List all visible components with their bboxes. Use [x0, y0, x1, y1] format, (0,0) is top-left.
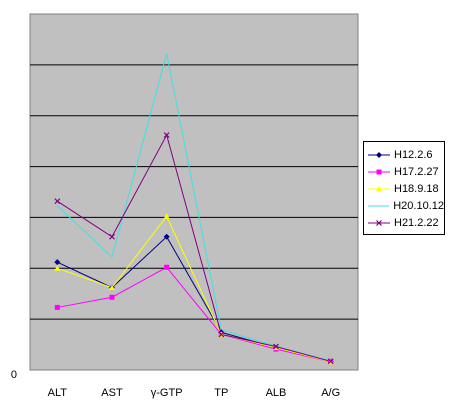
series-line [57, 215, 331, 363]
gridlines [30, 64, 358, 320]
legend-swatch [368, 151, 390, 158]
legend-item: H20.10.12 [368, 197, 444, 214]
data-point [54, 304, 60, 310]
legend-label: H20.10.12 [393, 199, 444, 212]
data-point [54, 259, 61, 266]
data-point [273, 343, 279, 350]
legend: H12.2.6 H17.2.27 H18.9.18 H20.10.12 H21.2.22 [363, 141, 445, 235]
data-point [163, 213, 170, 219]
legend-label: H18.9.18 [394, 182, 439, 195]
x-tick-label: ALB [266, 387, 287, 399]
data-point [54, 265, 61, 271]
x-tick-label: A/G [321, 387, 340, 399]
legend-swatch [368, 169, 390, 174]
data-point [376, 185, 382, 191]
x-tick-labels: ALT AST γ-GTP TP ALB A/G [48, 387, 340, 399]
series-markers [54, 132, 334, 365]
y-tick-label: 0 [11, 369, 17, 381]
data-point [109, 233, 115, 240]
series-lines [56, 53, 331, 363]
legend-swatch [368, 205, 390, 206]
x-tick-label: γ-GTP [151, 387, 183, 399]
series-line [57, 266, 331, 363]
series-line [57, 133, 331, 362]
legend-item: H12.2.6 [368, 146, 444, 163]
legend-swatch [368, 185, 390, 191]
legend-item: H18.9.18 [368, 180, 444, 197]
data-point [218, 331, 225, 338]
data-point [376, 151, 382, 158]
x-tick-label: ALT [48, 387, 68, 399]
legend-label: H12.2.6 [394, 148, 433, 161]
data-point [164, 264, 170, 270]
data-point [109, 284, 115, 291]
x-tick-label: AST [101, 387, 123, 399]
data-point [163, 132, 170, 138]
legend-label: H21.2.22 [394, 216, 439, 229]
legend-item: H17.2.27 [368, 163, 444, 180]
data-point [376, 169, 382, 174]
legend-label: H17.2.27 [394, 165, 439, 178]
data-point [376, 219, 382, 226]
legend-swatch [368, 219, 390, 226]
x-tick-label: TP [214, 387, 228, 399]
data-point [109, 294, 115, 300]
data-point [54, 198, 61, 205]
data-point [163, 233, 170, 240]
data-point [327, 358, 334, 365]
legend-item: H21.2.22 [368, 214, 444, 231]
